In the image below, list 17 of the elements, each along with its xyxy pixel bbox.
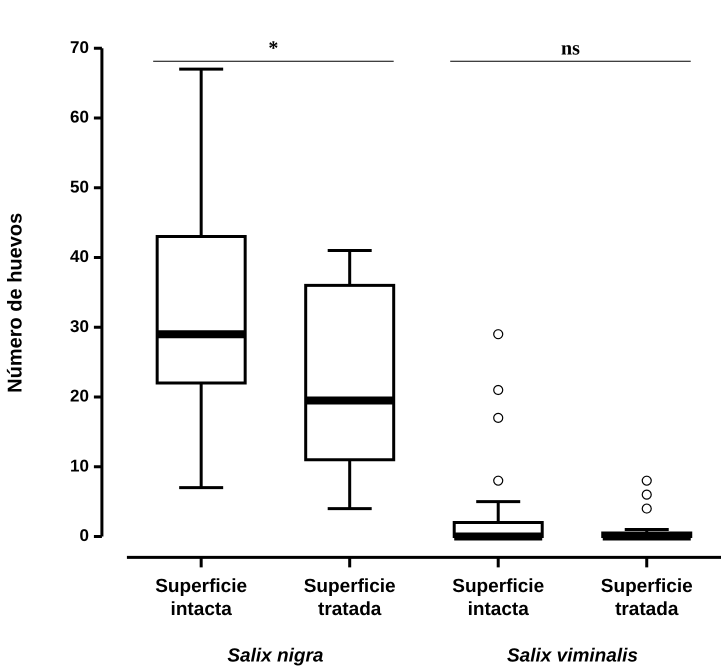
y-tick-label: 10 [70, 456, 89, 476]
text: Salix nigra [227, 646, 324, 667]
x-tick-label: Superficie intacta [452, 576, 544, 620]
y-tick-label: 40 [70, 247, 89, 266]
y-tick-label: 20 [70, 386, 89, 406]
y-axis-title: Número de huevos [4, 212, 27, 393]
x-tick-label: Superficie tratada [600, 576, 693, 620]
x-tick-label: Superficie tratada [304, 576, 396, 620]
annotation: * [268, 37, 278, 60]
x-tick-label: Superficie intacta [155, 576, 248, 620]
annotation: ns [561, 37, 580, 60]
y-tick-label: 0 [79, 526, 89, 546]
y-tick-label: 50 [70, 177, 89, 196]
y-tick-label: 70 [70, 38, 89, 57]
y-tick-label: 30 [70, 316, 89, 336]
text: Salix viminalis [506, 646, 638, 667]
y-tick-label: 60 [70, 108, 89, 127]
